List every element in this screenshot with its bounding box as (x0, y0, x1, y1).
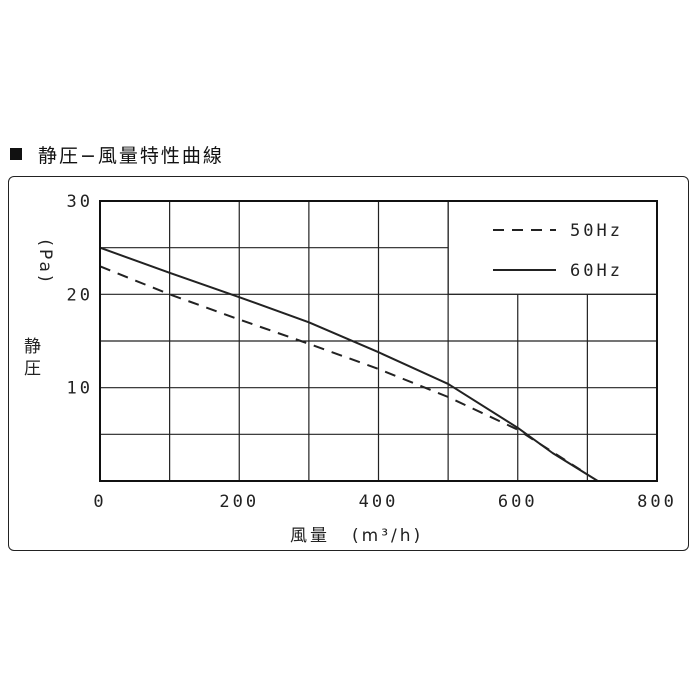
legend-label-60Hz: 60Hz (570, 261, 623, 281)
y-axis-unit: (Pa) (35, 239, 55, 284)
x-tick-label: 600 (498, 492, 538, 512)
x-tick-label: 200 (219, 492, 259, 512)
chart-title: 静圧−風量特性曲線 (38, 144, 224, 167)
x-tick-label: 0 (93, 492, 106, 512)
series-line-60Hz (99, 246, 599, 482)
y-tick-label: 20 (67, 285, 93, 305)
y-axis-label-char: 静 (24, 337, 44, 357)
y-axis-label-char: 圧 (24, 359, 44, 379)
grid-lines (100, 201, 657, 481)
y-tick-label: 10 (67, 379, 93, 399)
tick-labels: 0 200 400 600 800 10 20 30 (67, 192, 677, 512)
series-line-50Hz (99, 265, 581, 471)
y-tick-label: 30 (67, 192, 93, 212)
plot-frame (99, 200, 658, 482)
chart-panel (8, 176, 689, 551)
x-tick-label: 400 (359, 492, 399, 512)
legend-label-50Hz: 50Hz (570, 221, 623, 241)
x-tick-label: 800 (637, 492, 677, 512)
series-lines (99, 246, 599, 482)
square-bullet-icon (10, 148, 22, 160)
axis-labels: 風量 (m³/h) 静圧 (Pa) (24, 239, 423, 546)
chart-title-row: 静圧−風量特性曲線 (10, 140, 224, 168)
legend: 50Hz 60Hz (447, 201, 657, 295)
x-axis-label: 風量 (m³/h) (290, 526, 423, 546)
